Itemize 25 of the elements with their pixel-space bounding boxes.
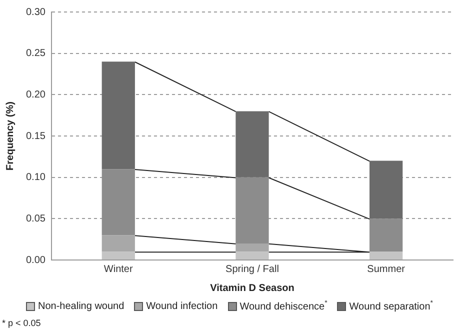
y-tick-label: 0.15 [26,130,46,142]
bar [102,169,135,236]
y-tick-label: 0.00 [26,254,46,266]
bar [102,235,135,252]
x-tick-label: Summer [367,264,406,275]
bar [236,252,269,260]
legend-label: Wound separation$^{*}$ [349,300,434,312]
x-tick-label: Winter [104,264,134,275]
legend-label: Wound dehiscence$^{*}$ [240,300,328,312]
y-tick-label: 0.20 [26,89,46,100]
legend-label: Non-healing wound [38,300,124,312]
y-tick-label: 0.25 [26,48,46,60]
y-tick-label: 0.30 [26,6,46,18]
legend-label: Wound infection [146,300,218,312]
bar [102,252,135,260]
text: * p < 0.05 [2,318,41,328]
x-axis-title: Vitamin D Season [210,282,294,294]
bar [102,62,135,170]
bar [370,160,403,219]
y-tick-label: 0.05 [26,213,46,224]
x-tick-label: Spring / Fall [226,264,279,275]
y-axis-title: Frequency (%) [4,102,16,170]
bar [370,252,403,260]
y-tick-label: 0.10 [26,172,46,184]
bar [370,218,403,252]
